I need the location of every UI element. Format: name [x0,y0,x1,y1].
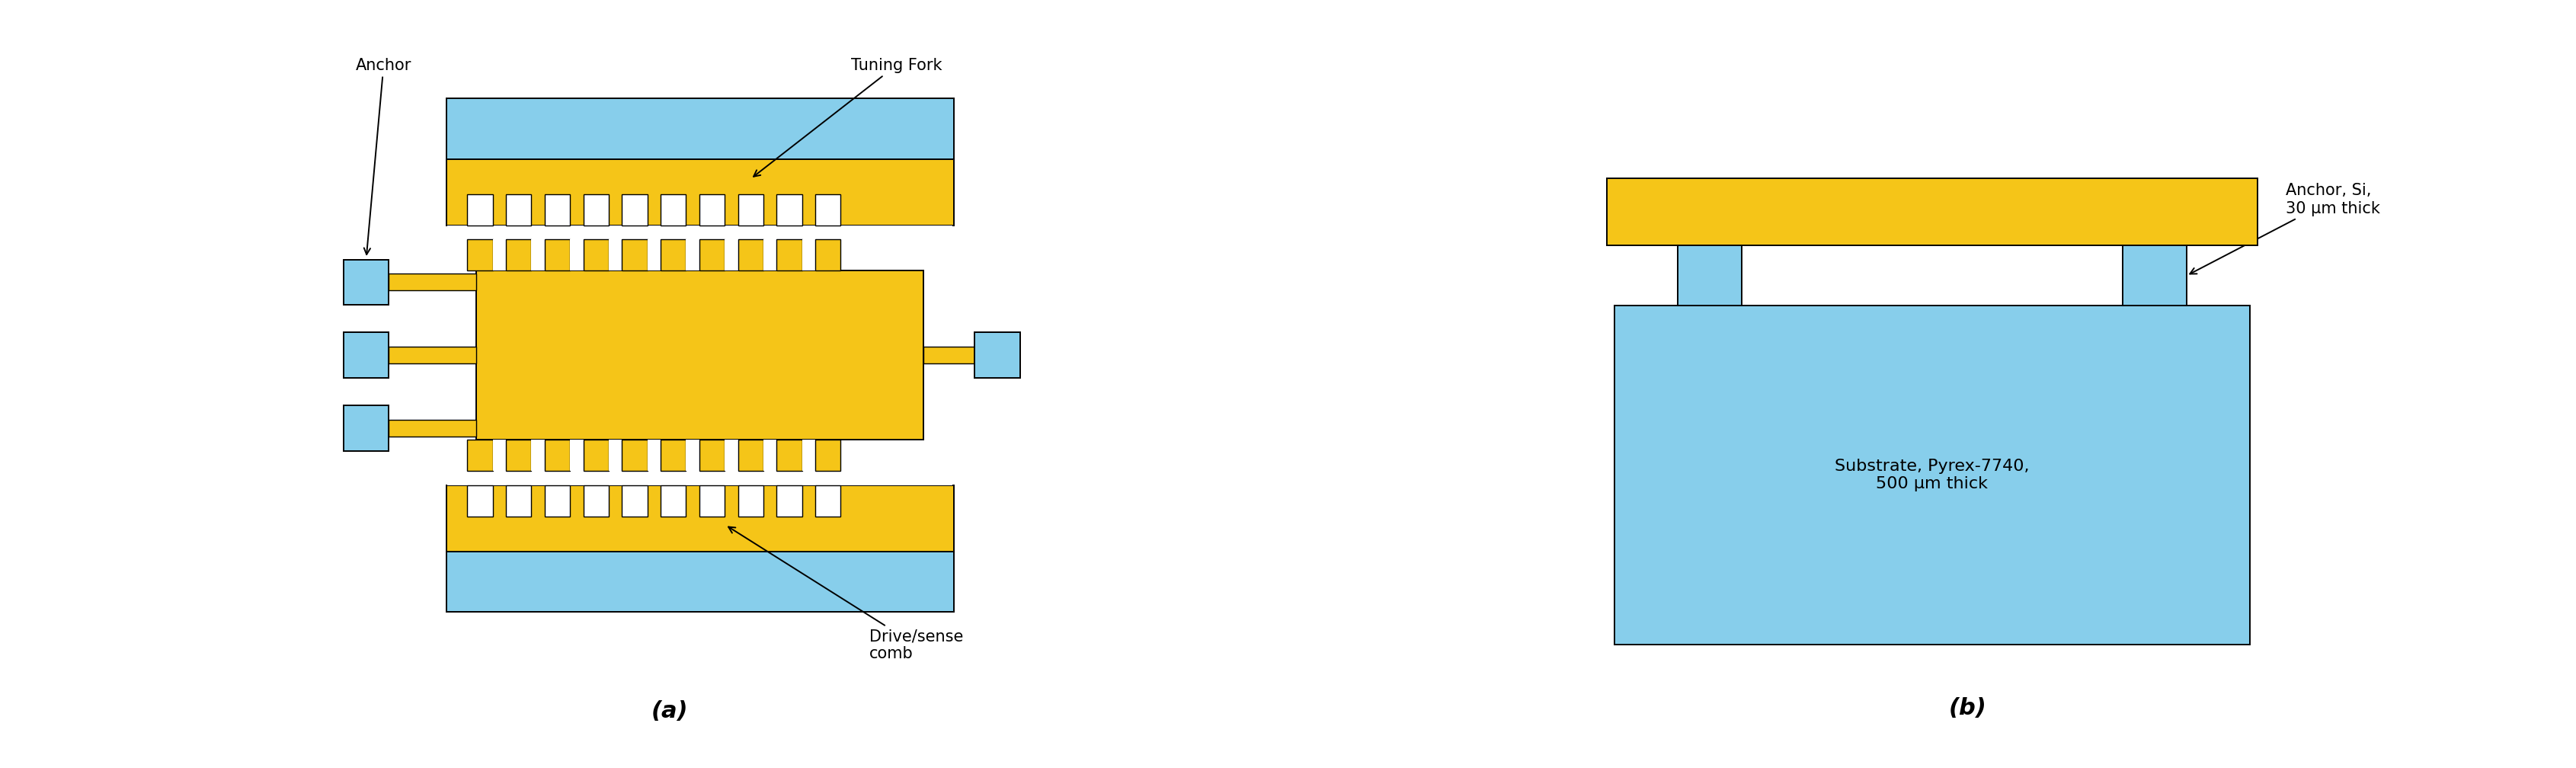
Bar [448,225,953,240]
Bar [775,440,801,471]
Bar [1615,306,2249,645]
Text: Anchor: Anchor [355,58,412,254]
Bar [505,240,531,270]
Bar [801,440,814,471]
Bar [647,240,659,270]
Bar [446,551,953,612]
Bar [531,440,544,471]
Bar [582,240,608,270]
Bar [621,240,647,270]
Bar [448,471,953,485]
Bar [698,194,724,225]
Bar [659,440,685,471]
Bar [1677,246,1741,306]
Bar [974,333,1020,378]
Bar [775,194,801,225]
Bar [389,420,477,437]
Bar [762,440,775,471]
Bar [505,194,531,225]
Text: Structure, Si, 80 μm thick: Structure, Si, 80 μm thick [1824,204,2040,220]
Bar [492,240,505,270]
Bar [389,346,477,363]
Bar [724,240,737,270]
Bar [505,485,531,516]
Bar [544,194,569,225]
Bar [685,240,698,270]
Bar [569,240,582,270]
Bar [492,440,505,471]
Text: Anchor, Si,
30 μm thick: Anchor, Si, 30 μm thick [2190,184,2380,274]
Bar [814,194,840,225]
Bar [446,485,953,551]
Bar [659,485,685,516]
Bar [608,240,621,270]
Text: Tuning Fork: Tuning Fork [755,58,943,177]
Bar [775,240,801,270]
Bar [814,485,840,516]
Bar [814,240,840,270]
Text: (b): (b) [1947,697,1986,720]
Bar [477,270,922,440]
Bar [698,485,724,516]
Bar [582,485,608,516]
Bar [2123,246,2187,306]
Bar [505,440,531,471]
Bar [659,240,685,270]
Bar [389,273,477,290]
Bar [531,240,544,270]
Bar [814,440,840,471]
Bar [466,485,492,516]
Bar [659,194,685,225]
Bar [922,346,974,363]
Bar [343,406,389,451]
Bar [621,440,647,471]
Bar [544,240,569,270]
Bar [446,98,953,159]
Bar [466,240,492,270]
Bar [621,485,647,516]
Bar [775,485,801,516]
Bar [343,260,389,305]
Bar [544,485,569,516]
Bar [698,440,724,471]
Bar [762,240,775,270]
Bar [446,159,953,225]
Bar [569,440,582,471]
Bar [685,440,698,471]
Bar [582,194,608,225]
Text: Substrate, Pyrex-7740,
500 μm thick: Substrate, Pyrex-7740, 500 μm thick [1834,458,2030,492]
Bar [466,440,492,471]
Bar [621,194,647,225]
Bar [1607,178,2257,246]
Bar [466,194,492,225]
Bar [647,440,659,471]
Bar [343,333,389,378]
Bar [608,440,621,471]
Text: Drive/sense
comb: Drive/sense comb [729,527,963,661]
Bar [737,440,762,471]
Bar [724,440,737,471]
Bar [737,240,762,270]
Bar [582,440,608,471]
Bar [737,485,762,516]
Bar [698,240,724,270]
Bar [801,240,814,270]
Text: (a): (a) [652,700,688,723]
Bar [544,440,569,471]
Bar [737,194,762,225]
